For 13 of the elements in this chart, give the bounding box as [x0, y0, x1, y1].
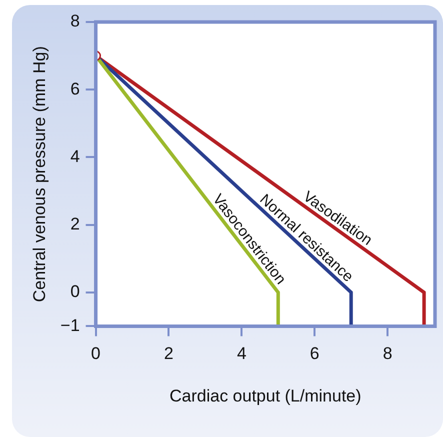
x-tick-label: 8	[382, 344, 392, 364]
x-tick-label: 0	[91, 344, 101, 364]
y-axis-title: Central venous pressure (mm Hg)	[30, 46, 49, 302]
y-tick-label: 2	[70, 214, 80, 234]
x-tick-label: 4	[236, 344, 246, 364]
y-tick-label: −1	[60, 316, 80, 335]
y-tick-label: 8	[70, 12, 80, 31]
y-tick-label: 0	[70, 282, 80, 302]
x-tick-label: 6	[310, 344, 320, 364]
x-axis-title: Cardiac output (L/minute)	[169, 386, 362, 406]
x-tick-label: 2	[164, 344, 174, 364]
y-tick-label: 6	[70, 79, 80, 98]
y-tick-label: 4	[70, 146, 80, 166]
